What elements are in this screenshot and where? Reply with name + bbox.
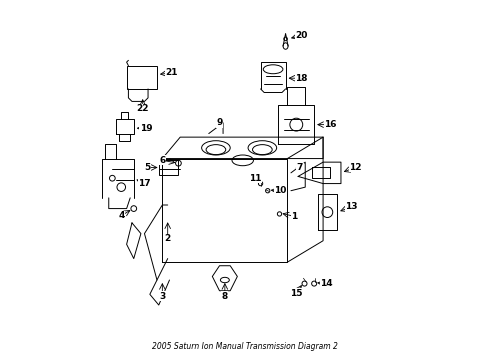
Bar <box>126 66 157 89</box>
Text: 2005 Saturn Ion Manual Transmission Diagram 2: 2005 Saturn Ion Manual Transmission Diag… <box>151 342 337 351</box>
Text: 20: 20 <box>295 31 307 40</box>
Text: 4: 4 <box>118 211 124 220</box>
Text: 15: 15 <box>289 289 302 298</box>
Bar <box>159 160 178 175</box>
Text: 5: 5 <box>144 163 150 172</box>
Text: 22: 22 <box>136 104 149 113</box>
Text: 10: 10 <box>273 186 286 195</box>
Text: 19: 19 <box>140 124 152 133</box>
Text: 6: 6 <box>159 156 165 165</box>
Text: 21: 21 <box>164 68 177 77</box>
Text: 13: 13 <box>345 202 357 211</box>
Text: 18: 18 <box>295 74 307 83</box>
Text: 17: 17 <box>138 179 150 188</box>
Text: 9: 9 <box>216 118 222 127</box>
Text: 16: 16 <box>324 120 336 129</box>
Text: 12: 12 <box>348 163 361 172</box>
Text: 3: 3 <box>159 292 165 301</box>
Text: 14: 14 <box>320 279 332 288</box>
Text: 7: 7 <box>296 163 303 172</box>
Text: 8: 8 <box>221 292 227 301</box>
Text: 2: 2 <box>164 234 170 243</box>
Text: 11: 11 <box>248 174 261 183</box>
Text: 1: 1 <box>291 212 297 221</box>
